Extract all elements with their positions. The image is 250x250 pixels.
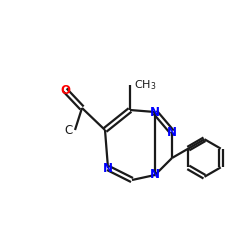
Text: N: N (167, 126, 177, 138)
Text: N: N (150, 168, 160, 181)
Text: N: N (150, 106, 160, 118)
Text: O: O (60, 84, 70, 96)
Text: C: C (64, 124, 72, 136)
Text: CH$_3$: CH$_3$ (134, 78, 156, 92)
Text: N: N (103, 162, 113, 174)
